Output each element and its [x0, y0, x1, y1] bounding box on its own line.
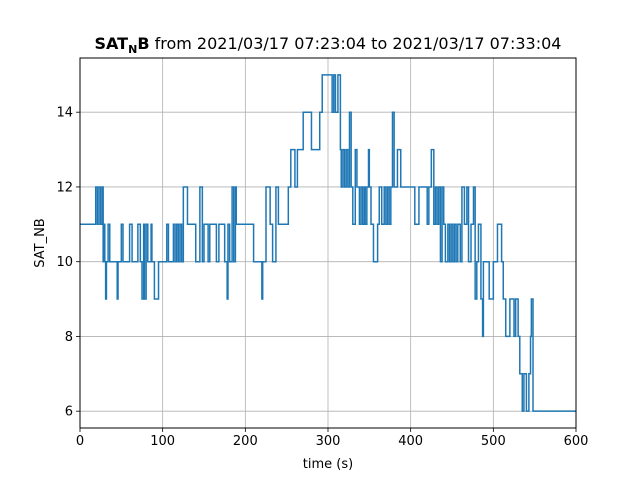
y-axis-label: SAT_NB	[33, 218, 48, 267]
x-tick-label: 300	[316, 434, 341, 449]
y-tick-label: 12	[56, 180, 73, 195]
series-layer	[80, 74, 576, 412]
y-tick-label: 10	[56, 255, 73, 270]
x-tick-label: 200	[233, 434, 258, 449]
title-variable: SAT	[95, 34, 129, 53]
series-line-0	[80, 74, 576, 412]
title-time-range: from 2021/03/17 07:23:04 to 2021/03/17 0…	[150, 34, 562, 53]
x-axis: 0 100 200 300 400 500 600	[76, 428, 589, 449]
x-tick-label: 500	[481, 434, 506, 449]
chart-title: SATNB from 2021/03/17 07:23:04 to 2021/0…	[95, 34, 562, 56]
y-tick-label: 6	[65, 405, 73, 420]
y-tick-label: 14	[56, 106, 73, 121]
x-tick-label: 100	[150, 434, 175, 449]
x-tick-label: 600	[564, 434, 589, 449]
title-variable-subscript: N	[128, 43, 137, 56]
title-variable-end: B	[137, 34, 149, 53]
y-axis: 6 8 10 12 14	[56, 106, 80, 420]
y-tick-label: 8	[65, 330, 73, 345]
x-tick-label: 0	[76, 434, 84, 449]
x-axis-label: time (s)	[303, 457, 353, 472]
x-tick-label: 400	[398, 434, 423, 449]
